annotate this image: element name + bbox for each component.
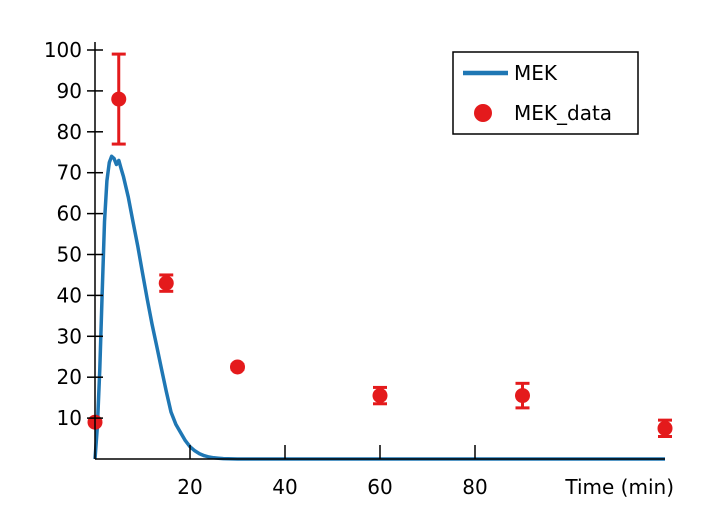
legend-label-mek-data: MEK_data — [514, 101, 612, 125]
y-tick-label: 100 — [44, 38, 82, 62]
data-marker — [230, 359, 245, 375]
data-point — [111, 52, 127, 146]
data-point — [158, 273, 174, 293]
y-tick-label: 70 — [57, 161, 82, 185]
y-tick-label: 80 — [57, 120, 82, 144]
data-point — [230, 359, 245, 375]
data-marker — [515, 388, 530, 404]
y-tick-label: 60 — [57, 202, 82, 226]
x-tick-label: 20 — [177, 475, 202, 499]
y-tick-label: 40 — [57, 283, 82, 307]
data-point — [372, 385, 388, 406]
x-tick-label: 40 — [272, 475, 297, 499]
data-marker — [657, 420, 673, 436]
y-tick-label: 50 — [57, 243, 82, 267]
x-tick-label: 80 — [462, 475, 487, 499]
y-tick-label: 30 — [57, 324, 82, 348]
data-marker — [372, 388, 388, 404]
y-tick-label: 90 — [57, 79, 82, 103]
data-point — [657, 418, 673, 439]
series-line-mek — [93, 154, 665, 461]
y-tick-label: 20 — [57, 365, 82, 389]
y-tick-label: 10 — [57, 406, 82, 430]
legend-marker-swatch — [474, 104, 492, 122]
legend-box — [452, 51, 639, 135]
legend-label-mek: MEK — [514, 61, 558, 85]
axes: 10 20 30 40 50 60 70 80 90 100 20 40 60 80 Time (min) — [44, 38, 674, 499]
data-point — [515, 381, 530, 410]
x-axis-label: Time (min) — [564, 475, 674, 499]
x-tick-label: 60 — [367, 475, 392, 499]
data-marker — [111, 91, 127, 107]
legend: MEK MEK_data — [452, 51, 639, 135]
data-marker — [158, 275, 174, 291]
